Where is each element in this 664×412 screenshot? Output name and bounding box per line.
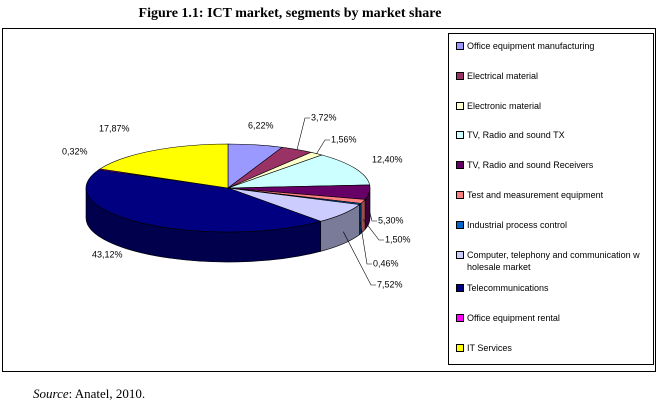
data-label: 7,52% bbox=[377, 279, 403, 289]
data-label: 1,56% bbox=[331, 134, 357, 144]
legend-item: IT Services bbox=[456, 342, 652, 354]
leader-line bbox=[362, 219, 384, 241]
data-label: 43,12% bbox=[92, 249, 123, 259]
legend-item: Test and measurement equipment bbox=[456, 189, 652, 201]
legend-label: Electrical material bbox=[467, 70, 539, 81]
legend-label: Industrial process control bbox=[467, 219, 568, 230]
legend-swatch bbox=[456, 344, 464, 352]
pie-slice bbox=[99, 143, 229, 189]
legend-swatch bbox=[456, 314, 464, 323]
legend-swatch bbox=[456, 220, 464, 229]
legend-swatch bbox=[456, 101, 464, 110]
legend-swatch bbox=[456, 250, 464, 259]
source: Source: Anatel, 2010. bbox=[33, 386, 145, 402]
legend-swatch bbox=[456, 284, 464, 293]
legend-label: IT Services bbox=[467, 343, 512, 353]
pie-slice bbox=[227, 154, 371, 189]
pie-chart: 6,22% 3,72% 1,56% 12,40% 5,30% 1,50% 0,46% 7,52… bbox=[62, 112, 411, 289]
legend-item: Computer, telephony and communication w … bbox=[456, 249, 652, 273]
data-label: 0,32% bbox=[62, 146, 88, 156]
leader-line bbox=[359, 221, 372, 265]
legend-item: Industrial process control bbox=[456, 219, 652, 231]
data-label: 1,50% bbox=[385, 234, 411, 244]
pie-slice bbox=[85, 169, 322, 233]
data-label: 17,87% bbox=[99, 123, 130, 133]
legend-label: TV, Radio and sound TX bbox=[467, 130, 565, 141]
leader-line bbox=[343, 231, 376, 286]
legend-label: Computer, telephony and communication w … bbox=[467, 249, 640, 272]
legend-item: Office equipment manufacturing bbox=[456, 40, 652, 52]
legend-swatch bbox=[456, 191, 464, 199]
source-label: Source bbox=[33, 386, 69, 401]
legend-item: Telecommunications bbox=[456, 282, 652, 294]
legend-label: TV, Radio and sound Receivers bbox=[467, 160, 594, 171]
data-label: 3,72% bbox=[311, 112, 337, 122]
pie-side bbox=[360, 198, 366, 235]
legend-label: Telecommunications bbox=[467, 283, 549, 294]
legend-label: Test and measurement equipment bbox=[467, 190, 604, 200]
legend-swatch bbox=[456, 42, 464, 50]
leader-line bbox=[296, 117, 310, 150]
data-label: 6,22% bbox=[248, 120, 274, 130]
legend: Office equipment manufacturing Electrical… bbox=[448, 33, 654, 365]
source-text: : Anatel, 2010. bbox=[68, 386, 146, 401]
legend-label: Office equipment rental bbox=[467, 313, 560, 324]
data-label: 0,46% bbox=[373, 258, 399, 268]
chart-title: Figure 1.1: ICT market, segments by mark… bbox=[138, 6, 442, 21]
legend-item: Electronic material bbox=[456, 100, 652, 112]
legend-label: Electronic material bbox=[467, 100, 542, 111]
leader-line bbox=[369, 210, 377, 222]
legend-item: TV, Radio and sound TX bbox=[456, 129, 652, 141]
legend-swatch bbox=[456, 71, 464, 80]
leader-line bbox=[316, 139, 330, 154]
legend-item: TV, Radio and sound Receivers bbox=[456, 159, 652, 171]
chart-frame bbox=[2, 28, 656, 372]
legend-swatch bbox=[456, 131, 464, 140]
data-label: 5,30% bbox=[378, 215, 404, 225]
legend-item: Office equipment rental bbox=[456, 312, 652, 324]
pie-tops bbox=[85, 143, 371, 233]
legend-swatch bbox=[456, 161, 464, 170]
data-label: 12,40% bbox=[372, 154, 403, 164]
legend-label: Office equipment manufacturing bbox=[467, 41, 595, 51]
legend-item: Electrical material bbox=[456, 70, 652, 82]
